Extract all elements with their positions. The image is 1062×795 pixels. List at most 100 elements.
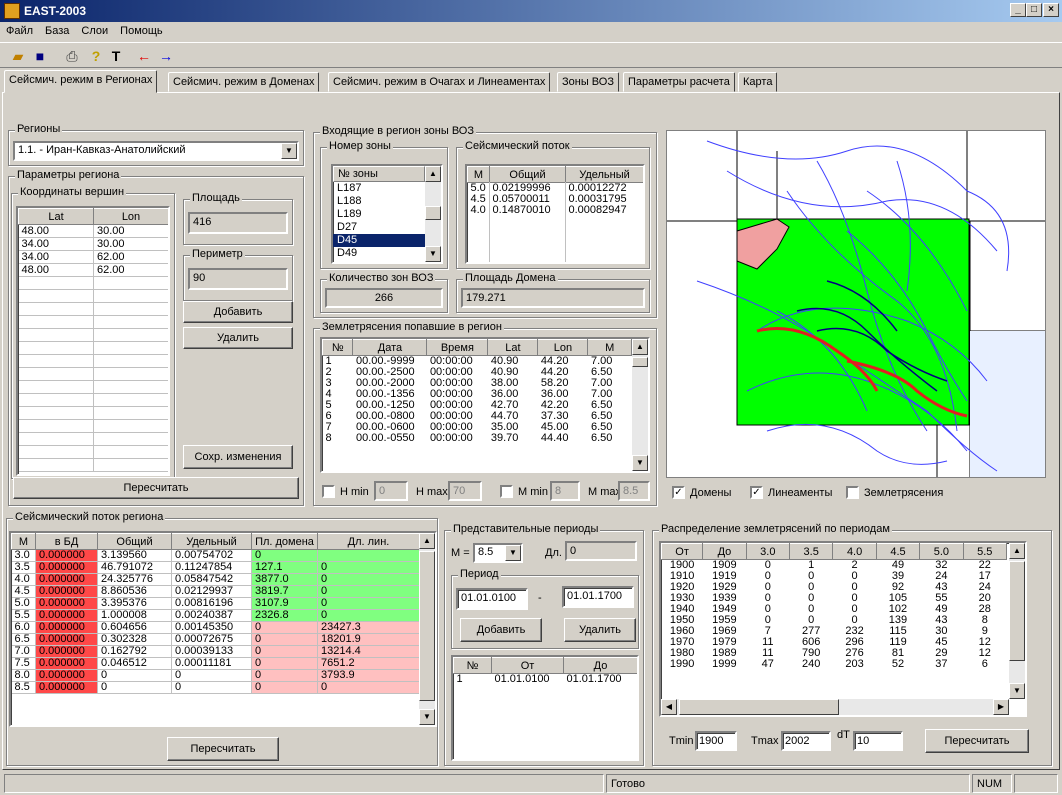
hscroll-thumb[interactable] <box>679 699 839 715</box>
table-row[interactable]: 1920 1929 0 0 0 92 43 24 <box>662 582 1007 593</box>
col-m[interactable]: M <box>467 166 490 183</box>
table-row[interactable]: 8 00.00.-0550 00:00:00 39.70 44.40 6.50 <box>323 433 632 444</box>
scroll-thumb[interactable] <box>419 551 435 701</box>
table-row[interactable]: 1900 1909 0 1 2 49 32 22 <box>662 560 1007 572</box>
scroll-up-icon[interactable]: ▲ <box>1009 543 1025 559</box>
table-row[interactable]: 6.5 0.000000 0.302328 0.00072675 0 18201.9 <box>11 633 420 646</box>
menu-file[interactable]: Файл <box>6 25 34 37</box>
column-header[interactable]: До <box>702 543 747 560</box>
dt-input[interactable]: 10 <box>853 731 903 751</box>
column-header[interactable]: Дата <box>352 339 428 356</box>
table-row[interactable]: 6.0 0.000000 0.604656 0.00145350 0 23427.3 <box>11 621 420 634</box>
table-row[interactable]: 34.00 62.00 <box>18 250 168 264</box>
table-row[interactable]: 1 01.01.0100 01.01.1700 <box>454 674 638 686</box>
minimize-button[interactable]: _ <box>1010 3 1026 17</box>
scroll-thumb[interactable] <box>1009 561 1025 661</box>
recalc-region-button[interactable]: Пересчитать <box>13 477 299 499</box>
close-button[interactable]: × <box>1043 3 1059 17</box>
column-header[interactable]: № <box>322 339 354 356</box>
scroll-up-icon[interactable]: ▲ <box>419 533 435 549</box>
column-header[interactable]: 4.5 <box>875 543 921 560</box>
column-header[interactable]: M <box>11 533 36 550</box>
column-header[interactable]: Дл. лин. <box>317 533 420 550</box>
zone-list-item[interactable]: L188 <box>337 195 362 207</box>
column-header[interactable]: От <box>661 543 704 560</box>
tab-calc-params[interactable]: Параметры расчета <box>623 72 735 92</box>
hmin-input[interactable]: 0 <box>374 481 408 501</box>
chevron-down-icon[interactable]: ▼ <box>281 143 297 159</box>
mmin-checkbox[interactable] <box>500 485 513 498</box>
lineaments-checkbox[interactable]: ✓ <box>750 486 763 499</box>
table-row[interactable]: 7 00.00.-0600 00:00:00 35.00 45.00 6.50 <box>323 422 632 433</box>
tab-regions[interactable]: Сейсмич. режим в Регионах <box>4 70 158 93</box>
scroll-down-icon[interactable]: ▼ <box>632 455 648 471</box>
table-row[interactable]: 1 00.00.-9999 00:00:00 40.90 44.20 7.00 <box>323 356 632 368</box>
text-icon[interactable]: T <box>111 48 121 64</box>
periods-list[interactable]: № От До 1 01.01.0100 01.01.1700 <box>451 655 639 761</box>
save-icon[interactable]: ■ <box>35 48 45 64</box>
recalc-distribution-button[interactable]: Пересчитать <box>925 729 1029 753</box>
table-row[interactable]: 4.5 0.05700011 0.00031795 <box>468 194 644 205</box>
earthquake-scrollbar[interactable]: ▲ ▼ <box>632 339 648 471</box>
column-header[interactable]: Lon <box>537 339 589 356</box>
open-icon[interactable]: ▰ <box>12 48 24 64</box>
distribution-list[interactable]: От До 3.0 3.5 4.0 4.5 5.0 5.5 1900 1909 0 1 2 49 32 22… <box>659 541 1027 717</box>
table-row[interactable]: 8.0 0.000000 0 0 0 3793.9 <box>11 669 420 682</box>
earthquakes-checkbox[interactable] <box>846 486 859 499</box>
recalc-flow-button[interactable]: Пересчитать <box>167 737 279 761</box>
col-num[interactable]: № <box>453 657 492 674</box>
col-total[interactable]: Общий <box>489 166 566 183</box>
table-row[interactable]: 5.0 0.000000 3.395376 0.00816196 3107.9 0 <box>11 597 420 610</box>
table-row[interactable]: 4.0 0.000000 24.325776 0.05847542 3877.0 0 <box>11 573 420 586</box>
tab-domains[interactable]: Сейсмич. режим в Доменах <box>168 72 320 92</box>
column-header[interactable]: в БД <box>35 533 98 550</box>
col-specific[interactable]: Удельный <box>565 166 643 183</box>
column-header[interactable]: 3.5 <box>788 543 834 560</box>
column-header[interactable]: Пл. домена <box>251 533 318 550</box>
scroll-down-icon[interactable]: ▼ <box>425 246 441 262</box>
delete-period-button[interactable]: Удалить <box>564 618 636 642</box>
tmax-input[interactable]: 2002 <box>781 731 831 751</box>
hmin-checkbox[interactable] <box>322 485 335 498</box>
scroll-thumb[interactable] <box>632 357 648 367</box>
table-row[interactable]: 1960 1969 7 277 232 115 30 9 <box>662 626 1007 637</box>
table-row[interactable]: 1970 1979 11 606 296 119 45 12 <box>662 637 1007 648</box>
scroll-up-icon[interactable]: ▲ <box>425 166 441 182</box>
col-to[interactable]: До <box>563 657 637 674</box>
column-header[interactable]: 4.0 <box>832 543 877 560</box>
column-header[interactable]: Lat <box>487 339 539 356</box>
table-row[interactable]: 34.00 30.00 <box>18 237 168 251</box>
column-header[interactable]: M <box>587 339 632 356</box>
coords-list[interactable]: Lat Lon 48.00 30.00 34.00 30.00 34.00 62.00 48.… <box>16 206 170 476</box>
table-row[interactable]: 4 00.00.-1356 00:00:00 36.00 36.00 7.00 <box>323 389 632 400</box>
scroll-thumb[interactable] <box>425 206 441 220</box>
table-row[interactable]: 1940 1949 0 0 0 102 49 28 <box>662 604 1007 615</box>
save-changes-button[interactable]: Сохр. изменения <box>183 445 293 469</box>
help-icon[interactable]: ? <box>91 48 101 64</box>
add-period-button[interactable]: Добавить <box>460 618 542 642</box>
table-row[interactable]: 5.0 0.02199996 0.00012272 <box>468 183 644 195</box>
menu-layers[interactable]: Слои <box>81 25 109 37</box>
column-header[interactable]: 3.0 <box>745 543 791 560</box>
region-select[interactable]: 1.1. - Иран-Кавказ-Анатолийский ▼ <box>13 141 299 161</box>
print-icon[interactable]: ⎙ <box>66 48 78 64</box>
m-select[interactable]: 8.5 ▼ <box>473 543 523 563</box>
table-row[interactable]: 5 00.00.-1250 00:00:00 42.70 42.20 6.50 <box>323 400 632 411</box>
zone-list-item[interactable]: D27 <box>337 221 358 233</box>
period-from-input[interactable]: 01.01.0100 <box>456 588 528 610</box>
maximize-button[interactable]: □ <box>1026 3 1042 17</box>
distribution-hscrollbar[interactable]: ◀ ▶ <box>661 699 1009 715</box>
forward-arrow-icon[interactable]: → <box>159 48 173 64</box>
table-row[interactable]: 48.00 62.00 <box>18 263 168 277</box>
distribution-vscrollbar[interactable]: ▲ ▼ <box>1009 543 1025 699</box>
add-vertex-button[interactable]: Добавить <box>183 301 293 323</box>
table-row[interactable]: 1980 1989 11 790 276 81 29 12 <box>662 648 1007 659</box>
zone-list-item[interactable]: D49 <box>337 247 358 259</box>
zone-list-item[interactable]: L189 <box>337 208 362 220</box>
map-view[interactable] <box>666 130 1046 478</box>
earthquake-list[interactable]: № Дата Время Lat Lon M 1 00.00.-9999 00:00:00 40… <box>320 337 650 473</box>
zone-list[interactable]: № зоны L187 L188 L189 D27 D45 D49 ▲ ▼ <box>331 164 443 264</box>
scroll-right-icon[interactable]: ▶ <box>993 699 1009 715</box>
col-from[interactable]: От <box>491 657 564 674</box>
